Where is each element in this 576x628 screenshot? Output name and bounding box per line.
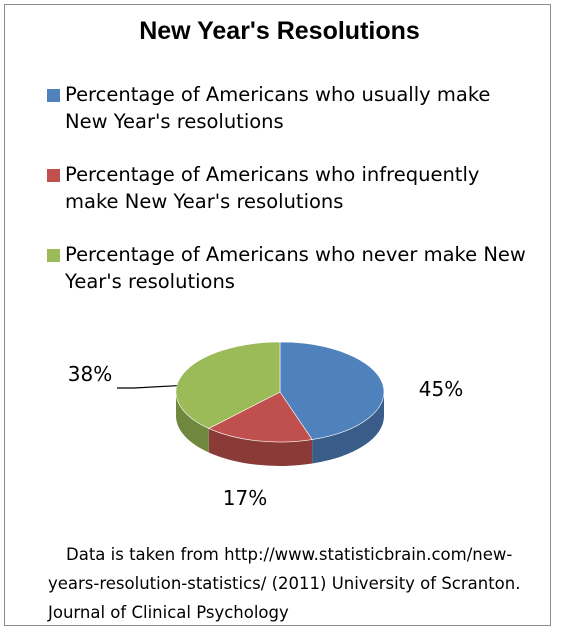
chart-title: New Year's Resolutions xyxy=(139,17,420,45)
pie-slice-side-0 xyxy=(312,392,384,464)
pie-slice-0 xyxy=(279,341,385,440)
legend-swatch-never xyxy=(47,249,60,262)
data-label-1: 17% xyxy=(223,486,267,510)
pie-slice-side-2 xyxy=(175,392,209,453)
source-note: Data is taken from http://www.statisticb… xyxy=(48,545,521,622)
legend-item-never: Percentage of Americans who never make N… xyxy=(47,241,537,295)
legend-item-infrequently: Percentage of Americans who infrequently… xyxy=(47,161,537,215)
pie-slice-2 xyxy=(175,341,281,429)
leader-line xyxy=(117,385,177,389)
legend-swatch-infrequently xyxy=(47,169,60,182)
legend-label-infrequently: Percentage of Americans who infrequently… xyxy=(65,163,480,213)
legend-label-never: Percentage of Americans who never make N… xyxy=(65,243,526,293)
legend: Percentage of Americans who usually make… xyxy=(47,81,537,321)
legend-item-usually: Percentage of Americans who usually make… xyxy=(47,81,537,135)
legend-swatch-usually xyxy=(47,89,60,102)
chart-frame: New Year's Resolutions Percentage of Ame… xyxy=(4,4,551,626)
data-label-2: 38% xyxy=(68,362,112,386)
data-label-0: 45% xyxy=(419,377,463,401)
legend-label-usually: Percentage of Americans who usually make… xyxy=(65,83,491,133)
pie-slice-1 xyxy=(208,391,313,443)
pie-slice-side-1 xyxy=(208,428,313,466)
